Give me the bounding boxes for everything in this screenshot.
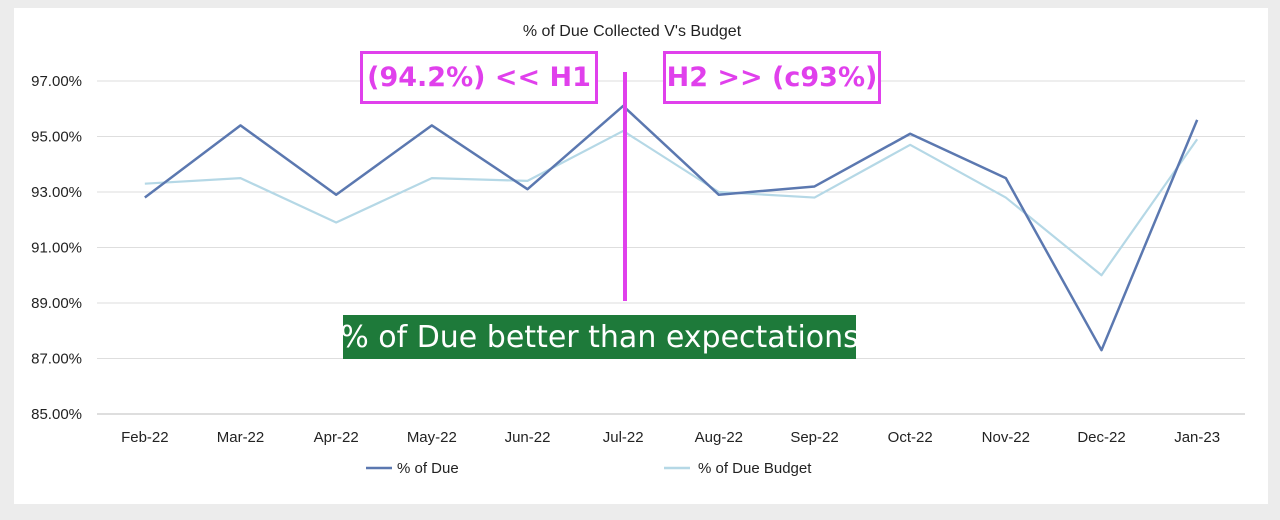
y-tick-label: 91.00% xyxy=(31,240,82,257)
legend: % of Due % of Due Budget xyxy=(366,460,812,477)
legend-label: % of Due Budget xyxy=(698,460,812,477)
x-tick-label: Apr-22 xyxy=(314,429,359,446)
y-axis-ticks: 85.00% 87.00% 89.00% 91.00% 93.00% 95.00% 97.0… xyxy=(31,73,82,423)
grid-lines xyxy=(97,80,1245,415)
y-tick-label: 93.00% xyxy=(31,184,82,201)
series-line-1 xyxy=(144,129,1199,277)
legend-label: % of Due xyxy=(397,460,459,477)
y-tick-label: 97.00% xyxy=(31,73,82,90)
h1-annotation: (94.2%) << H1 xyxy=(360,51,598,104)
x-tick-label: Jun-22 xyxy=(505,429,551,446)
expectations-banner: % of Due better than expectations xyxy=(340,315,859,359)
series-lines xyxy=(144,104,1199,352)
x-tick-label: Oct-22 xyxy=(888,429,933,446)
h2-annotation: H2 >> (c93%) xyxy=(663,51,881,104)
x-axis-ticks: Feb-22 Mar-22 Apr-22 May-22 Jun-22 Jul-22 Aug-… xyxy=(121,429,1220,446)
y-tick-label: 87.00% xyxy=(31,351,82,368)
y-tick-label: 85.00% xyxy=(31,406,82,423)
y-tick-label: 95.00% xyxy=(31,129,82,146)
x-tick-label: Mar-22 xyxy=(217,429,265,446)
x-tick-label: Jan-23 xyxy=(1174,429,1220,446)
x-tick-label: Sep-22 xyxy=(790,429,838,446)
chart-frame xyxy=(14,8,1268,504)
x-tick-label: Aug-22 xyxy=(695,429,743,446)
x-tick-label: Nov-22 xyxy=(982,429,1030,446)
x-tick-label: Dec-22 xyxy=(1077,429,1125,446)
x-tick-label: Feb-22 xyxy=(121,429,169,446)
x-tick-label: Jul-22 xyxy=(603,429,644,446)
series-line-0 xyxy=(144,104,1199,352)
chart-title: % of Due Collected V's Budget xyxy=(523,23,742,40)
x-tick-label: May-22 xyxy=(407,429,457,446)
y-tick-label: 89.00% xyxy=(31,295,82,312)
